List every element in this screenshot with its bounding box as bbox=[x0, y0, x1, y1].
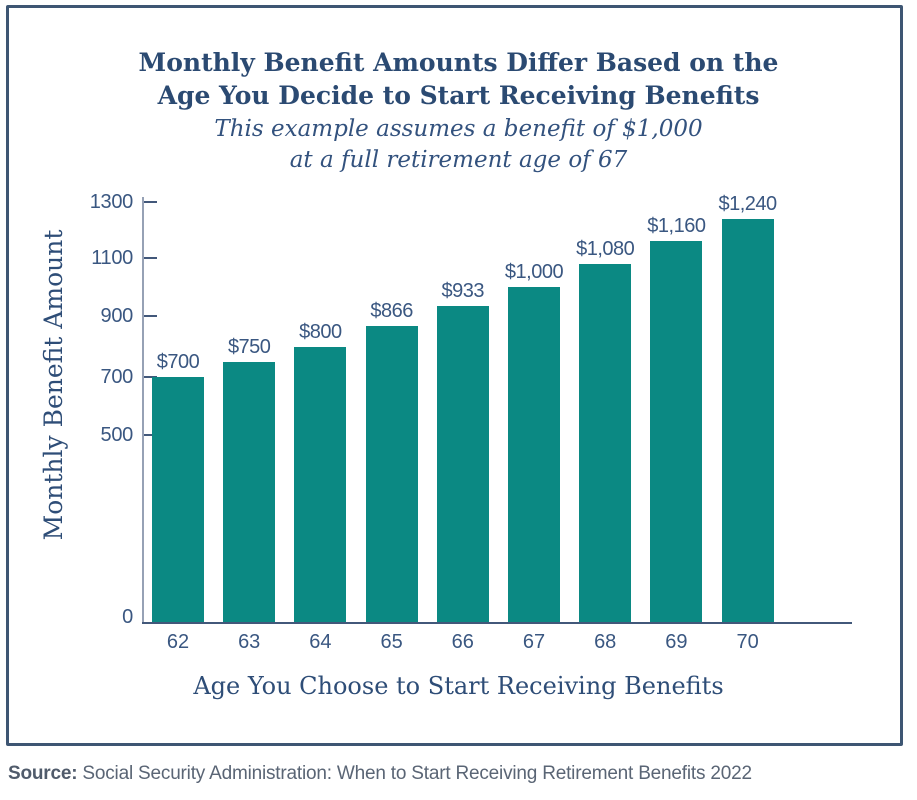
bar-value-label: $866 bbox=[370, 300, 413, 323]
y-tick-label: 500 bbox=[100, 424, 134, 446]
bar-age-62 bbox=[152, 377, 204, 622]
x-tick-label: 62 bbox=[166, 631, 190, 653]
x-axis-title: Age You Choose to Start Receiving Benefi… bbox=[193, 672, 724, 700]
y-tick-label: 1100 bbox=[91, 247, 133, 269]
source-text: Social Security Administration: When to … bbox=[77, 763, 752, 784]
bar-age-69 bbox=[650, 241, 703, 622]
x-tick-label: 63 bbox=[238, 631, 261, 653]
bar-age-68 bbox=[579, 263, 632, 622]
x-tick-label: 67 bbox=[522, 631, 546, 653]
bar-value-label: $800 bbox=[299, 320, 342, 343]
bar-age-65 bbox=[365, 326, 418, 622]
bar-value-label: $933 bbox=[441, 280, 485, 303]
chart-title-line1: Monthly Benefit Amounts Differ Based on … bbox=[138, 48, 779, 77]
x-tick-label: 68 bbox=[594, 631, 617, 653]
x-axis-baseline bbox=[142, 622, 852, 624]
bar-value-label: $1,240 bbox=[718, 192, 778, 215]
x-tick-label: 64 bbox=[309, 631, 332, 653]
y-tick-mark bbox=[144, 257, 157, 259]
y-tick-mark bbox=[144, 434, 157, 436]
bar-age-64 bbox=[294, 346, 347, 622]
y-tick-label: 1300 bbox=[89, 191, 134, 213]
chart-title-line2: Age You Decide to Start Receiving Benefi… bbox=[157, 81, 760, 110]
x-tick-label: 65 bbox=[380, 631, 403, 653]
bar-age-63 bbox=[223, 361, 276, 623]
bar-age-66 bbox=[436, 306, 489, 622]
bar-value-label: $700 bbox=[156, 351, 200, 373]
x-tick-label: 66 bbox=[451, 631, 474, 653]
y-tick-mark bbox=[144, 201, 157, 203]
x-tick-label: 70 bbox=[736, 631, 759, 653]
bar-value-label: $1,000 bbox=[504, 261, 564, 283]
y-axis-line bbox=[142, 197, 144, 624]
chart-subtitle: This example assumes a benefit of $1,000… bbox=[0, 114, 917, 176]
y-tick-label: 900 bbox=[100, 305, 134, 327]
bar-value-label: $750 bbox=[227, 335, 271, 358]
chart-subtitle-line1: This example assumes a benefit of $1,000 bbox=[214, 116, 703, 142]
y-tick-mark bbox=[144, 315, 157, 317]
chart-title: Monthly Benefit Amounts Differ Based on … bbox=[0, 46, 917, 112]
y-tick-mark bbox=[144, 376, 157, 378]
y-tick-label: 0 bbox=[122, 606, 133, 628]
bar-age-70 bbox=[721, 218, 774, 622]
chart-subtitle-line2: at a full retirement age of 67 bbox=[289, 147, 628, 173]
source-label: Source: bbox=[8, 763, 78, 784]
bar-age-67 bbox=[508, 287, 560, 622]
x-tick-label: 69 bbox=[665, 631, 688, 653]
source-line: Source: Social Security Administration: … bbox=[8, 762, 752, 786]
bar-value-label: $1,160 bbox=[647, 215, 706, 238]
bar-value-label: $1,080 bbox=[576, 237, 635, 260]
y-tick-label: 700 bbox=[100, 366, 134, 388]
